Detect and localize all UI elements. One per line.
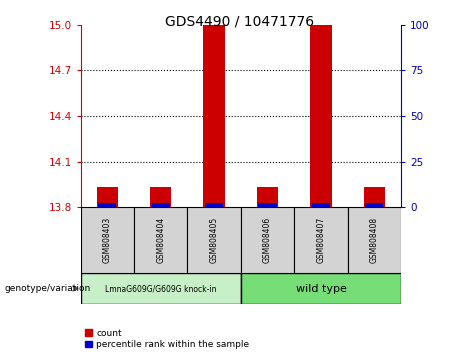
Bar [365, 203, 384, 207]
Bar [152, 203, 170, 207]
Text: wild type: wild type [296, 284, 346, 293]
Bar [81, 207, 134, 273]
Bar [205, 203, 223, 207]
Bar [188, 207, 241, 273]
Bar [257, 187, 278, 207]
Bar [310, 25, 331, 207]
Text: GSM808405: GSM808405 [210, 217, 219, 263]
Text: GSM808403: GSM808403 [103, 217, 112, 263]
Bar [134, 207, 188, 273]
Bar [364, 187, 385, 207]
Bar [259, 203, 277, 207]
Text: GSM808408: GSM808408 [370, 217, 379, 263]
Text: GSM808406: GSM808406 [263, 217, 272, 263]
Bar [241, 207, 294, 273]
Bar [312, 203, 330, 207]
Bar [241, 273, 401, 304]
Bar [150, 187, 171, 207]
Bar [98, 203, 117, 207]
Bar [348, 207, 401, 273]
Text: LmnaG609G/G609G knock-in: LmnaG609G/G609G knock-in [105, 284, 217, 293]
Legend: count, percentile rank within the sample: count, percentile rank within the sample [85, 329, 249, 349]
Text: GSM808407: GSM808407 [316, 217, 325, 263]
Text: GSM808404: GSM808404 [156, 217, 165, 263]
Bar [97, 187, 118, 207]
Bar [294, 207, 348, 273]
Text: GDS4490 / 10471776: GDS4490 / 10471776 [165, 14, 314, 28]
Bar [203, 25, 225, 207]
Text: genotype/variation: genotype/variation [5, 284, 91, 293]
Bar [81, 273, 241, 304]
